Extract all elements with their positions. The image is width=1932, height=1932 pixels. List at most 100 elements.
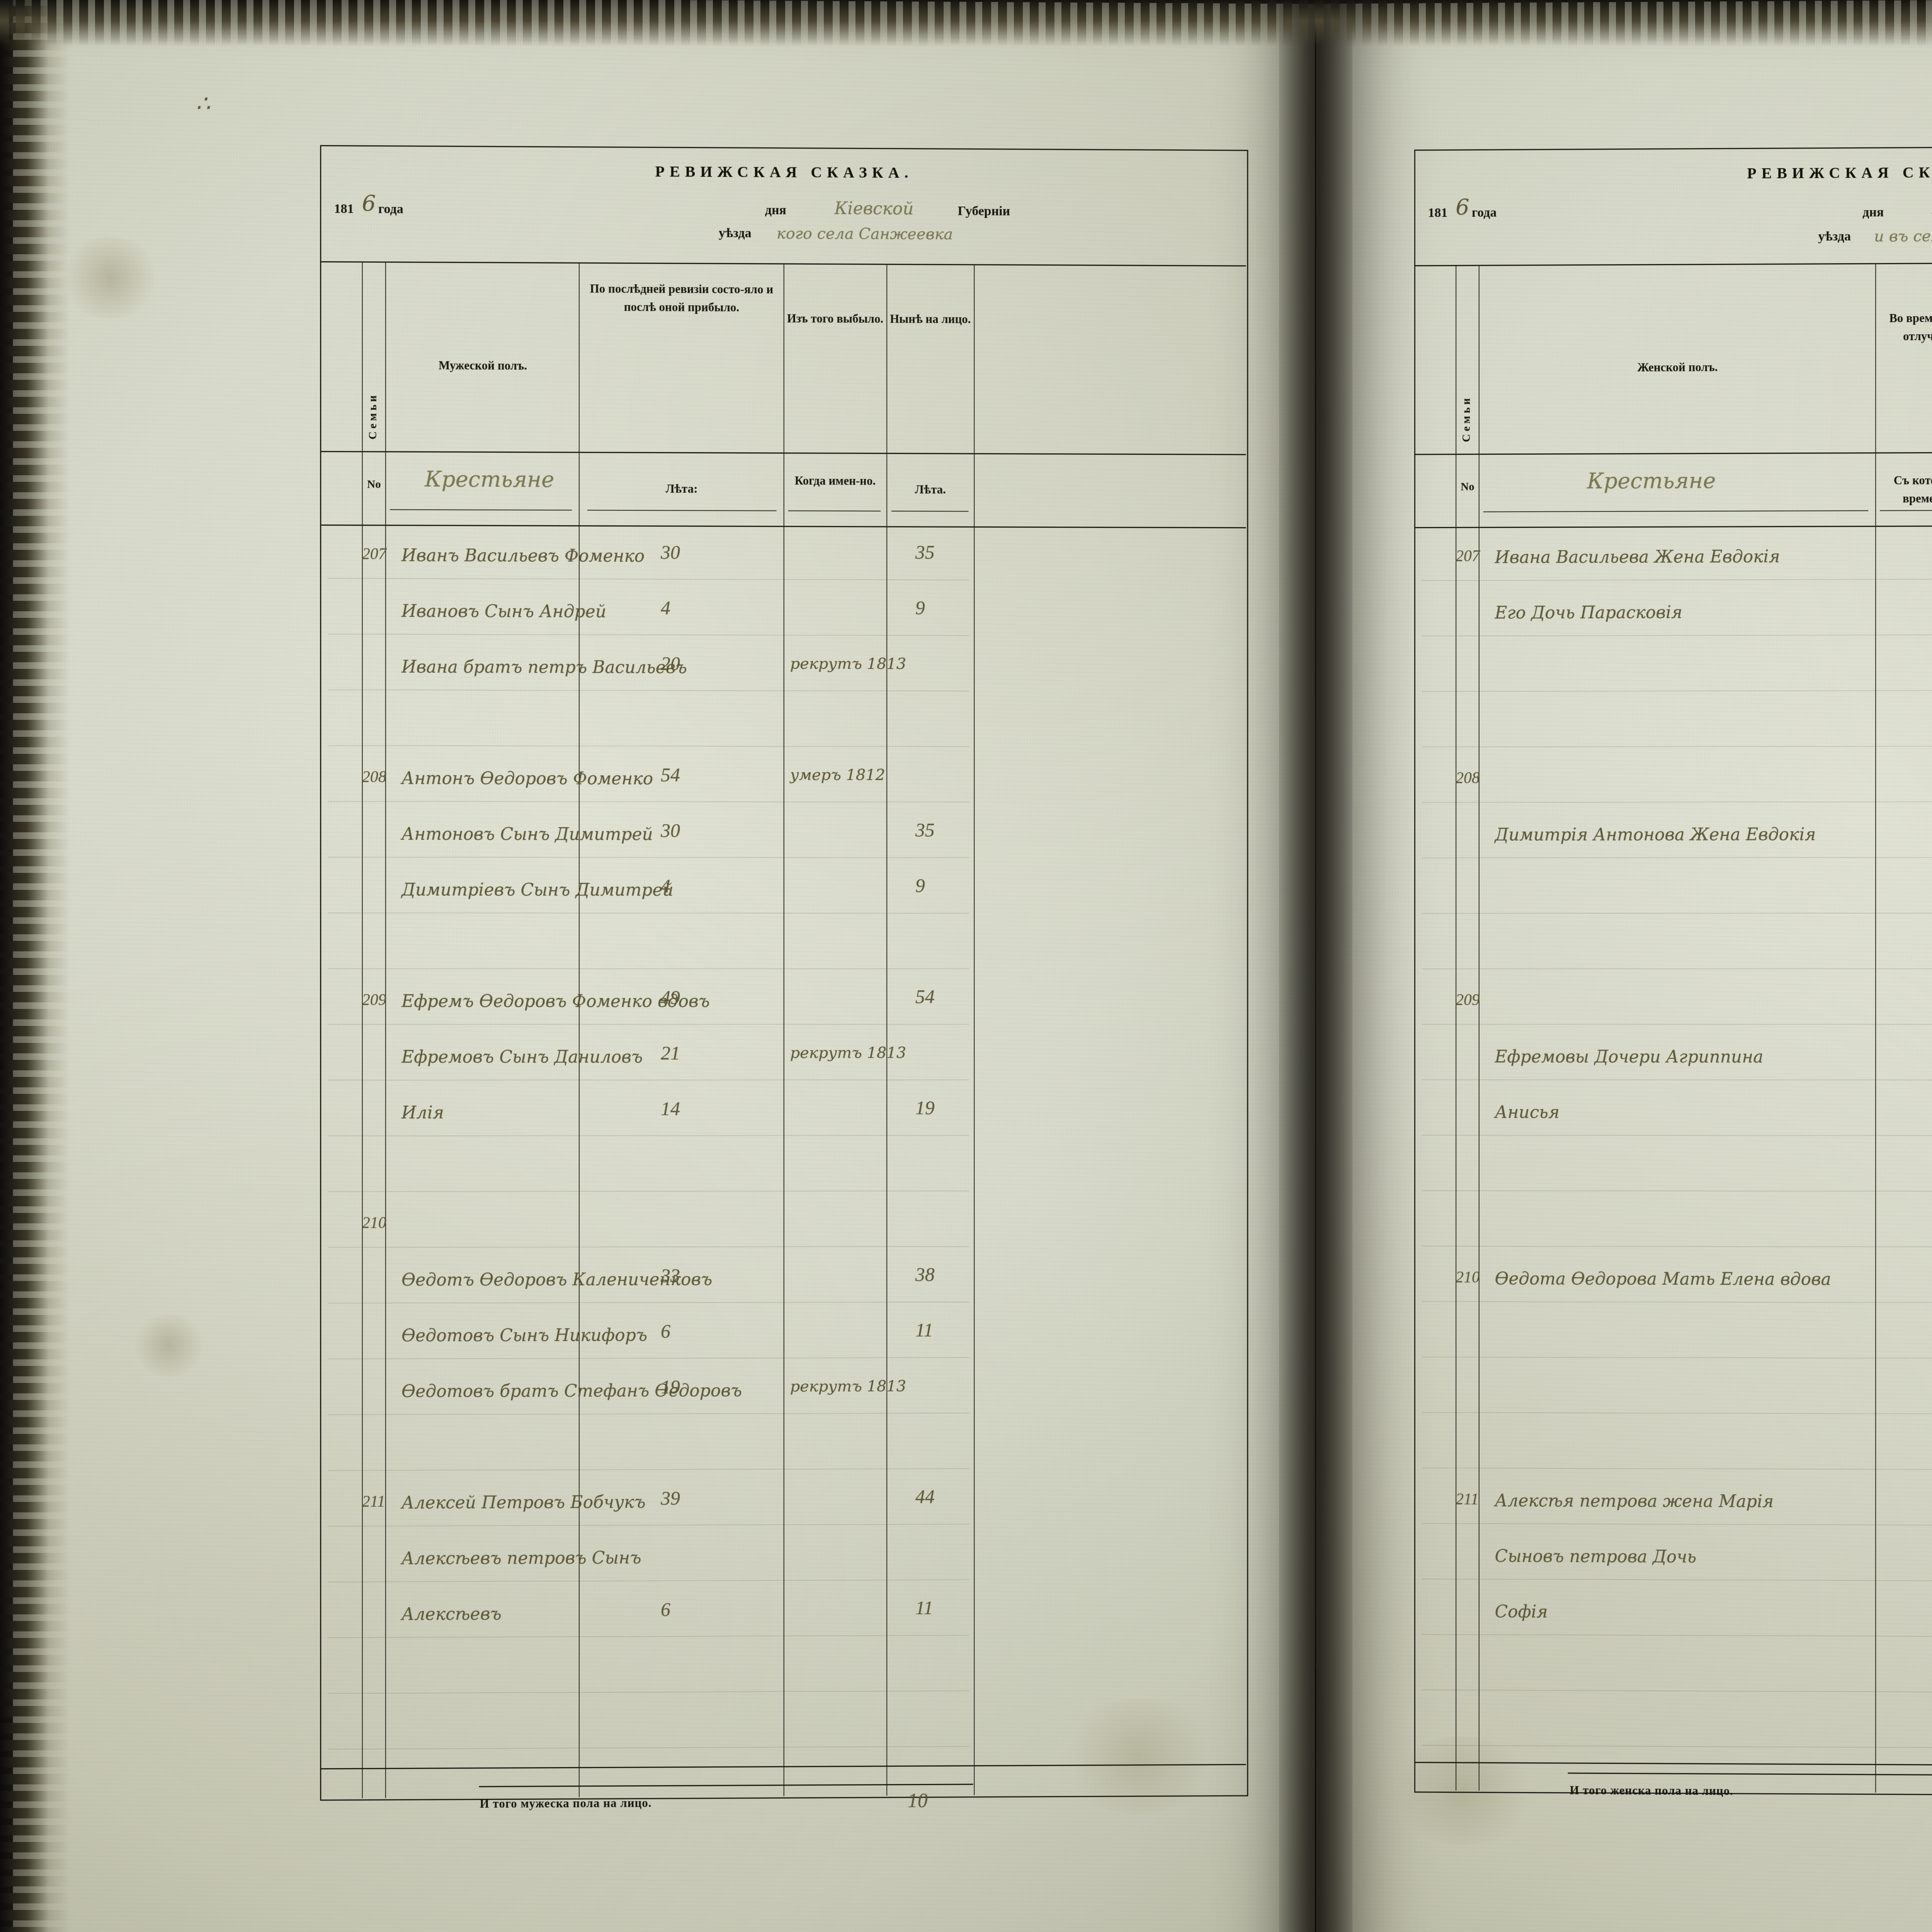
cell-handwriting: Его Дочь Парасковія	[1495, 603, 1682, 623]
ledger-guide-rule	[328, 801, 969, 803]
cell-handwriting: Софія	[1495, 1602, 1548, 1622]
ledger-guide-rule	[1422, 1301, 1932, 1303]
header-rule	[1414, 261, 1932, 267]
cell-handwriting: Ефремовъ Сынъ Даниловъ	[401, 1047, 643, 1067]
right-year-prefix: 181	[1428, 206, 1448, 220]
ledger-guide-rule	[1422, 913, 1932, 914]
ledger-guide-rule	[1422, 1357, 1932, 1359]
ledger-guide-rule	[328, 1135, 969, 1136]
cell-handwriting: Алексей Петровъ Бобчукъ	[401, 1492, 645, 1513]
cell-handwriting: 210	[362, 1214, 386, 1232]
ledger-guide-rule	[1422, 690, 1932, 692]
left-total-value: 10	[908, 1789, 928, 1812]
total-rule	[479, 1784, 973, 1787]
cell-handwriting: Антонъ Ѳедоровъ Фоменко	[401, 769, 653, 789]
ledger-guide-rule	[1422, 1135, 1932, 1136]
cell-handwriting: Димитрія Антонова Жена Евдокія	[1495, 825, 1816, 845]
cell-handwriting: 30	[661, 541, 680, 563]
col-header-family: Семьи	[367, 273, 379, 440]
cell-handwriting: 35	[915, 819, 935, 841]
col-subheader-last-revision: Лѣта:	[583, 480, 781, 498]
col-subheader-present: Лѣта.	[889, 481, 971, 499]
cell-handwriting: 54	[661, 764, 680, 786]
cell-handwriting: 35	[915, 541, 935, 563]
left-form: РЕВИЖСКАЯ СКАЗКА. 181 6 года дня уѣзда Г…	[320, 145, 1246, 1798]
cell-handwriting: рекрутъ 1813	[790, 1044, 906, 1062]
foxing-stain	[130, 1315, 207, 1377]
left-place-handwritten: кого села Санжеевка	[777, 224, 953, 243]
col-subheader-sex-handwritten: Крестьяне	[425, 467, 554, 492]
subcell-rule	[891, 511, 968, 512]
left-day-label: дня	[765, 203, 786, 218]
right-place-handwritten: и въ селѣ Санжеевка	[1874, 227, 1932, 245]
subcell-rule	[390, 509, 572, 510]
col-header-sex: Мужеской полъ.	[390, 356, 576, 375]
ledger-guide-rule	[1422, 1745, 1932, 1748]
cell-handwriting: рекрутъ 1813	[790, 655, 906, 673]
col-header-family: Семьи	[1460, 276, 1473, 442]
cell-handwriting: Ивана братъ петръ Васильевъ	[401, 657, 687, 678]
table-bottom-rule	[1414, 1762, 1932, 1767]
ledger-guide-rule	[1422, 1578, 1932, 1582]
right-total-label: И того женска пола на лицо.	[1570, 1783, 1733, 1798]
cell-handwriting: Илія	[401, 1103, 444, 1122]
cell-handwriting: 9	[915, 597, 925, 619]
left-rows-container: 207 Иванъ Васильевъ Фоменко 30 35 Ивановъ Сы…	[320, 145, 1246, 150]
ledger-guide-rule	[328, 1246, 969, 1248]
open-book: ∴ РЕВИЖСКАЯ СКАЗКА. 181 6 года дня уѣзда…	[0, 0, 1932, 1932]
ledger-guide-rule	[328, 634, 969, 636]
col-sep-absent	[1875, 263, 1876, 1793]
right-form: РЕВИЖСКАЯ СКАЗКА. 181 6 года дня уѣзда Г…	[1414, 145, 1932, 1795]
subcell-rule	[587, 510, 777, 511]
subcell-rule	[1483, 510, 1868, 512]
header-rule	[320, 261, 1246, 267]
col-subheader-sex-handwritten: Крестьяне	[1587, 468, 1716, 494]
ledger-guide-rule	[1422, 1523, 1932, 1526]
col-sep-right	[974, 264, 975, 1796]
cell-handwriting: умеръ 1812	[790, 766, 885, 784]
cell-handwriting: 6	[661, 1598, 670, 1621]
ledger-guide-rule	[1422, 968, 1932, 969]
ledger-guide-rule	[1422, 1412, 1932, 1415]
cell-handwriting: 9	[915, 874, 925, 896]
cell-handwriting: 30	[661, 819, 680, 842]
cell-handwriting: Ѳедота Ѳедорова Мать Елена вдова	[1495, 1269, 1831, 1289]
col-header-sex: Женской полъ.	[1483, 358, 1872, 377]
cell-handwriting: 208	[1456, 769, 1480, 787]
col-subheader-family: No	[1456, 479, 1479, 496]
left-year-suffix: года	[378, 202, 403, 216]
left-year-prefix: 181	[334, 202, 354, 216]
cell-handwriting: Сыновъ петрова Дочь	[1495, 1546, 1697, 1567]
cell-handwriting: 19	[661, 1376, 680, 1398]
left-guberniya-label: Губерніи	[958, 204, 1010, 219]
cell-handwriting: Алексѣевъ петровъ Сынъ	[401, 1548, 641, 1568]
subheader-rule	[1414, 451, 1932, 455]
col-sep-name	[1479, 265, 1480, 1791]
ledger-guide-rule	[328, 1690, 969, 1694]
cell-handwriting: Антоновъ Сынъ Димитрей	[401, 824, 653, 844]
ledger-guide-rule	[328, 689, 969, 691]
cell-handwriting: 49	[661, 986, 680, 1009]
cell-handwriting: 39	[661, 1487, 680, 1509]
subcell-rule	[1880, 510, 1932, 511]
ledger-guide-rule	[1422, 801, 1932, 803]
cell-handwriting: 11	[915, 1597, 933, 1619]
cell-handwriting: 14	[661, 1097, 680, 1120]
ledger-guide-rule	[328, 913, 969, 914]
left-total-label: И того мужеска пола на лицо.	[480, 1796, 652, 1811]
cell-handwriting: Димитріевъ Сынъ Димитрей	[401, 880, 673, 900]
cell-handwriting: Иванъ Васильевъ Фоменко	[401, 546, 645, 566]
cell-handwriting: рекрутъ 1813	[790, 1378, 906, 1396]
col-subheader-absent: Съ котораго времени.	[1878, 471, 1932, 508]
right-year-suffix: года	[1472, 206, 1497, 220]
cell-handwriting: Анисья	[1495, 1102, 1560, 1122]
ledger-guide-rule	[328, 857, 969, 858]
col-header-present: Нынѣ на лицо.	[889, 310, 971, 328]
corner-ink-blot: ∴	[196, 90, 210, 116]
cell-handwriting: 207	[1456, 547, 1480, 565]
ledger-guide-rule	[1422, 578, 1932, 581]
foxing-stain	[60, 237, 161, 319]
ledger-guide-rule	[328, 1413, 969, 1415]
subcell-rule	[788, 510, 881, 512]
left-page-title: РЕВИЖСКАЯ СКАЗКА.	[320, 160, 1246, 183]
